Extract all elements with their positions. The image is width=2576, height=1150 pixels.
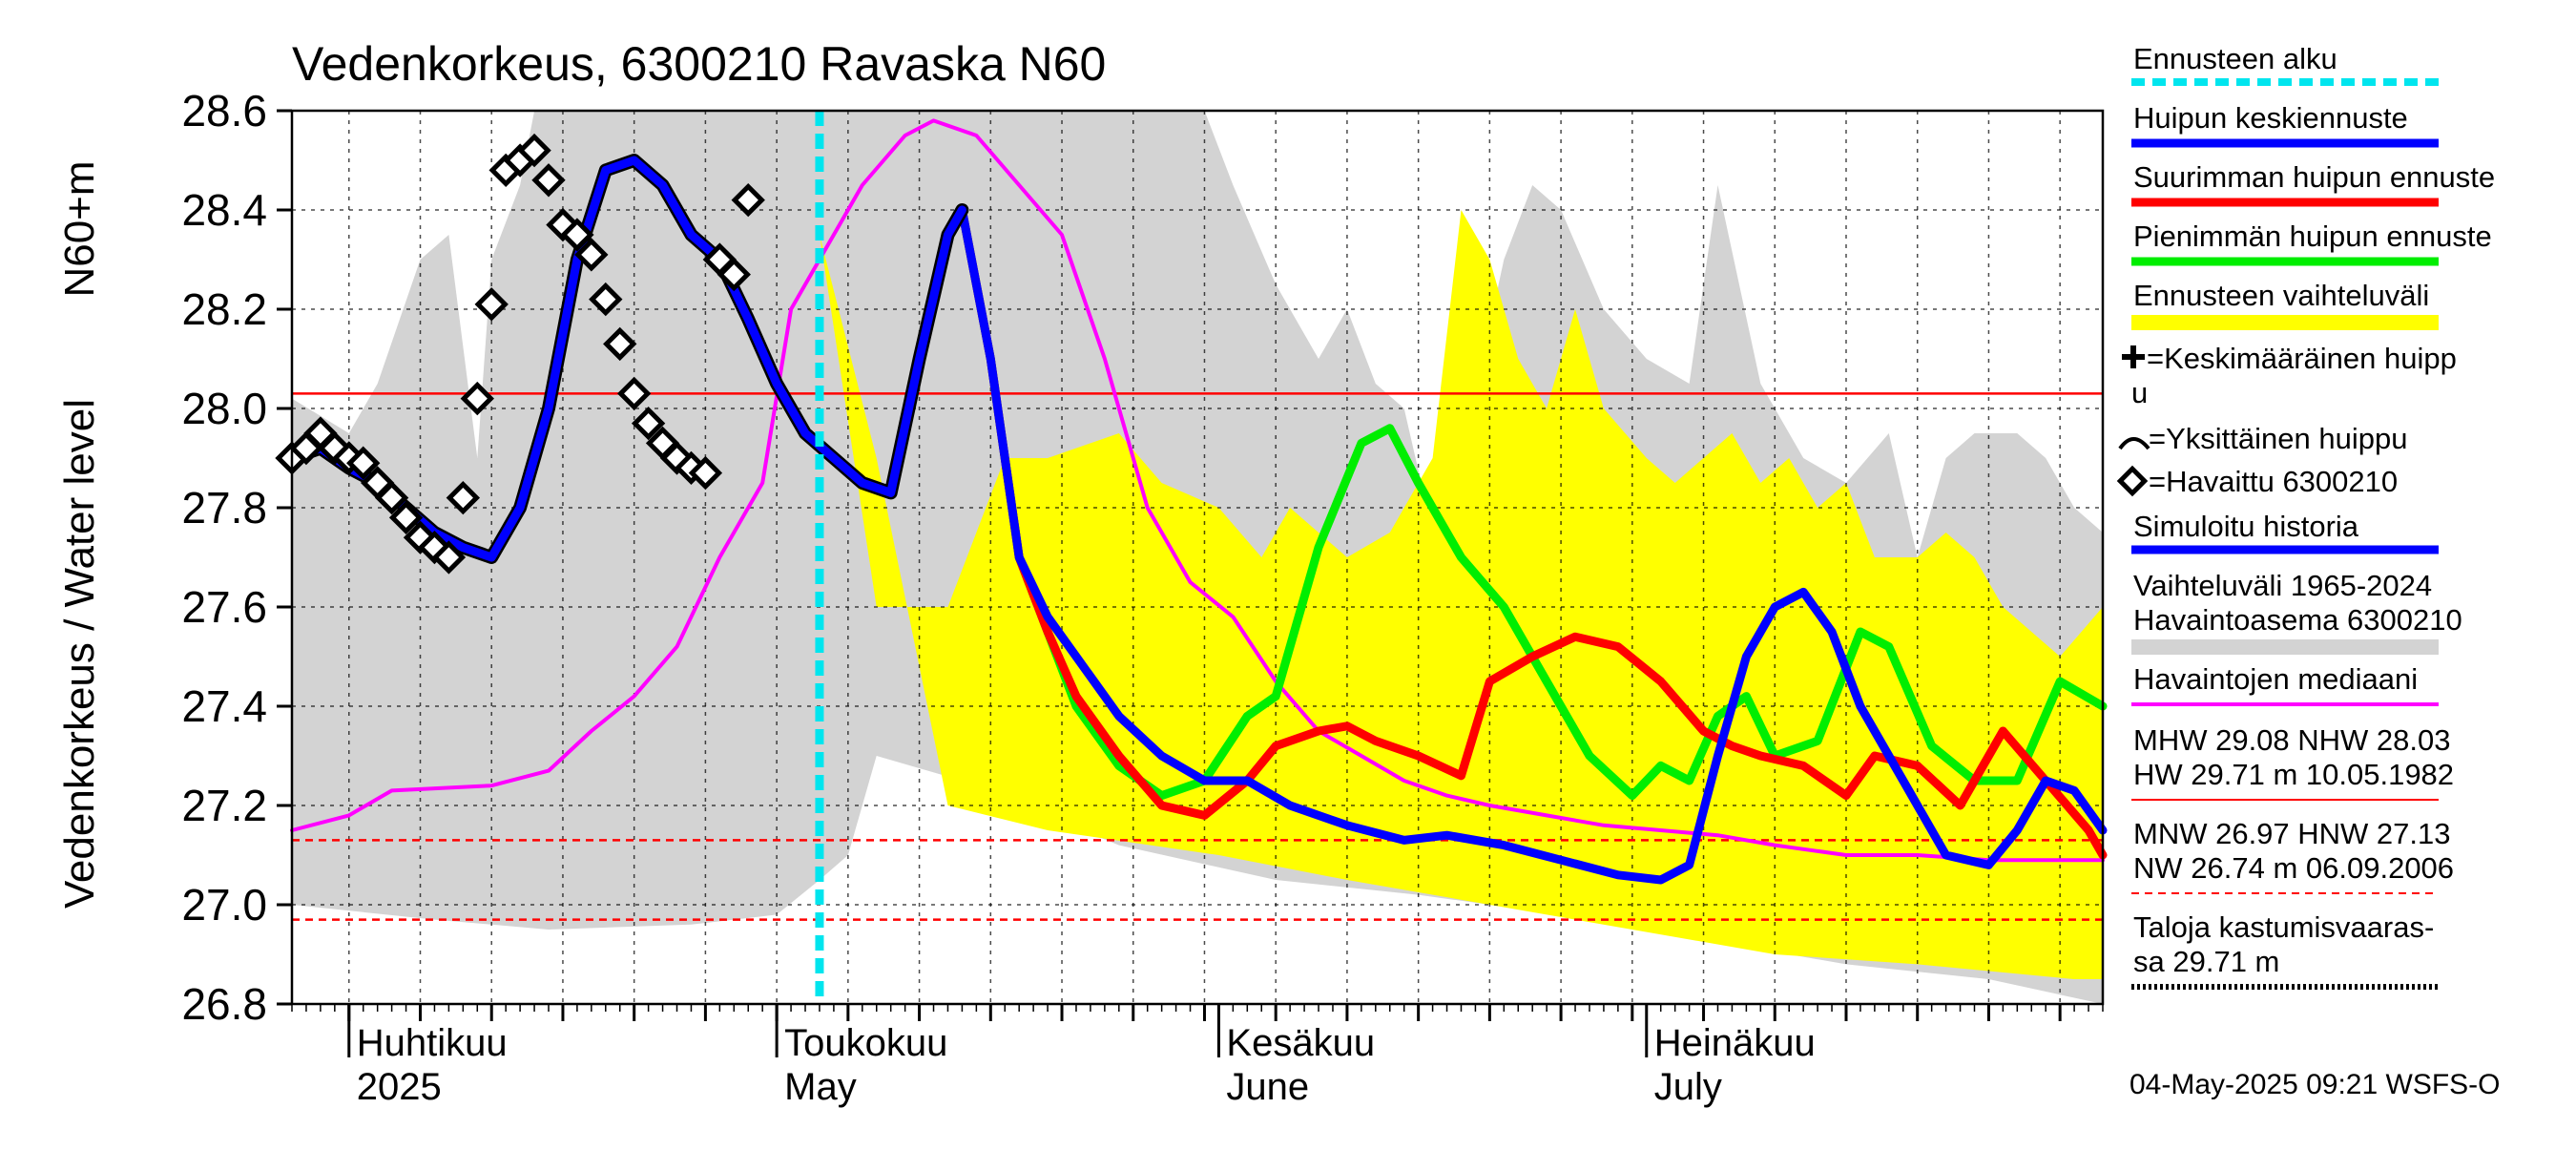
chart-title: Vedenkorkeus, 6300210 Ravaska N60 xyxy=(292,37,1106,91)
legend-mnw: MNW 26.97 HNW 27.13 xyxy=(2133,817,2451,850)
y-axis-label: Vedenkorkeus / Water level xyxy=(56,399,103,909)
legend-median: Havaintojen mediaani xyxy=(2133,662,2418,696)
mean-forecast-line xyxy=(957,205,2108,885)
observed-point xyxy=(717,257,751,292)
observed-point xyxy=(446,480,481,515)
legend-observed: =Havaittu 6300210 xyxy=(2149,465,2398,498)
y-tick-labels: 26.8 27.0 27.2 27.4 27.6 27.8 28.0 28.2 28.4 28.6 xyxy=(181,86,292,1029)
y-tick-label: 28.6 xyxy=(181,86,267,136)
observed-point xyxy=(431,540,467,575)
x-month-sublabel: May xyxy=(784,1066,857,1108)
arc-icon xyxy=(2118,437,2150,450)
observed-point xyxy=(603,326,637,362)
legend-mhw: MHW 29.08 NHW 28.03 xyxy=(2133,723,2451,757)
x-month-sublabel: June xyxy=(1226,1066,1309,1108)
x-month-sublabel: July xyxy=(1654,1066,1722,1108)
legend-nw: NW 26.74 m 06.09.2006 xyxy=(2133,851,2454,885)
legend-hist-range: Vaihteluväli 1965-2024 xyxy=(2133,569,2432,602)
observed-point xyxy=(374,480,409,515)
observed-point xyxy=(589,282,623,317)
observed-point xyxy=(346,446,381,480)
y-tick-label: 27.6 xyxy=(181,582,267,632)
x-month-label: Toukokuu xyxy=(784,1022,947,1064)
y-tick-label: 28.4 xyxy=(181,185,267,235)
y-tick-label: 27.0 xyxy=(181,880,267,930)
observed-point xyxy=(460,381,494,416)
x-month-label: Heinäkuu xyxy=(1654,1022,1816,1064)
min-forecast-line xyxy=(957,205,2108,801)
observed-point xyxy=(688,455,723,491)
legend-single-peak: =Yksittäinen huippu xyxy=(2149,422,2407,455)
x-month-label: Huhtikuu xyxy=(357,1022,508,1064)
y-tick-label: 28.2 xyxy=(181,284,267,334)
legend-hist-station: Havaintoasema 6300210 xyxy=(2133,603,2462,637)
y-tick-label: 26.8 xyxy=(181,979,267,1029)
legend-flood-risk-level: sa 29.71 m xyxy=(2133,945,2279,978)
y-tick-label: 28.0 xyxy=(181,384,267,433)
reference-lines xyxy=(292,392,2103,921)
observed-point xyxy=(631,406,666,441)
legend-forecast-range-swatch xyxy=(2131,315,2439,330)
legend-forecast-start: Ennusteen alku xyxy=(2133,42,2337,75)
x-month-label: Kesäkuu xyxy=(1226,1022,1375,1064)
footer-timestamp: 04-May-2025 09:21 WSFS-O xyxy=(2129,1069,2501,1100)
legend-mean-peak-cont: u xyxy=(2131,376,2148,409)
legend-mean-peak: =Keskimääräinen huipp xyxy=(2147,342,2457,375)
observed-point xyxy=(474,287,509,322)
observed-markers xyxy=(275,133,765,575)
legend-hist-range-swatch xyxy=(2131,639,2439,655)
max-forecast-line xyxy=(957,205,2108,860)
observed-point xyxy=(517,133,551,168)
legend: Ennusteen alku Huipun keskiennuste Suuri… xyxy=(2116,42,2495,990)
legend-forecast-range: Ennusteen vaihteluväli xyxy=(2133,279,2429,312)
plus-icon xyxy=(2122,345,2145,368)
legend-simulated: Simuloitu historia xyxy=(2133,510,2359,543)
observed-point xyxy=(731,182,765,218)
y-tick-label: 27.4 xyxy=(181,681,267,731)
legend-mean-forecast: Huipun keskiennuste xyxy=(2133,101,2408,135)
observed-point xyxy=(388,500,424,535)
legend-hw: HW 29.71 m 10.05.1982 xyxy=(2133,758,2454,791)
observed-point xyxy=(560,218,594,252)
legend-min-forecast: Pienimmän huipun ennuste xyxy=(2133,220,2492,253)
observed-point xyxy=(531,163,566,198)
plot-frame xyxy=(290,109,2105,1006)
observed-point xyxy=(617,376,652,411)
legend-flood-risk: Taloja kastumisvaaras- xyxy=(2133,910,2434,944)
diamond-icon xyxy=(2116,465,2149,497)
median-line xyxy=(290,118,2105,863)
x-month-sublabel: 2025 xyxy=(357,1066,442,1108)
y-axis-unit: N60+m xyxy=(56,160,103,297)
y-tick-label: 27.2 xyxy=(181,781,267,830)
legend-max-forecast: Suurimman huipun ennuste xyxy=(2133,160,2495,194)
y-tick-label: 27.8 xyxy=(181,483,267,533)
observed-point xyxy=(574,238,609,272)
